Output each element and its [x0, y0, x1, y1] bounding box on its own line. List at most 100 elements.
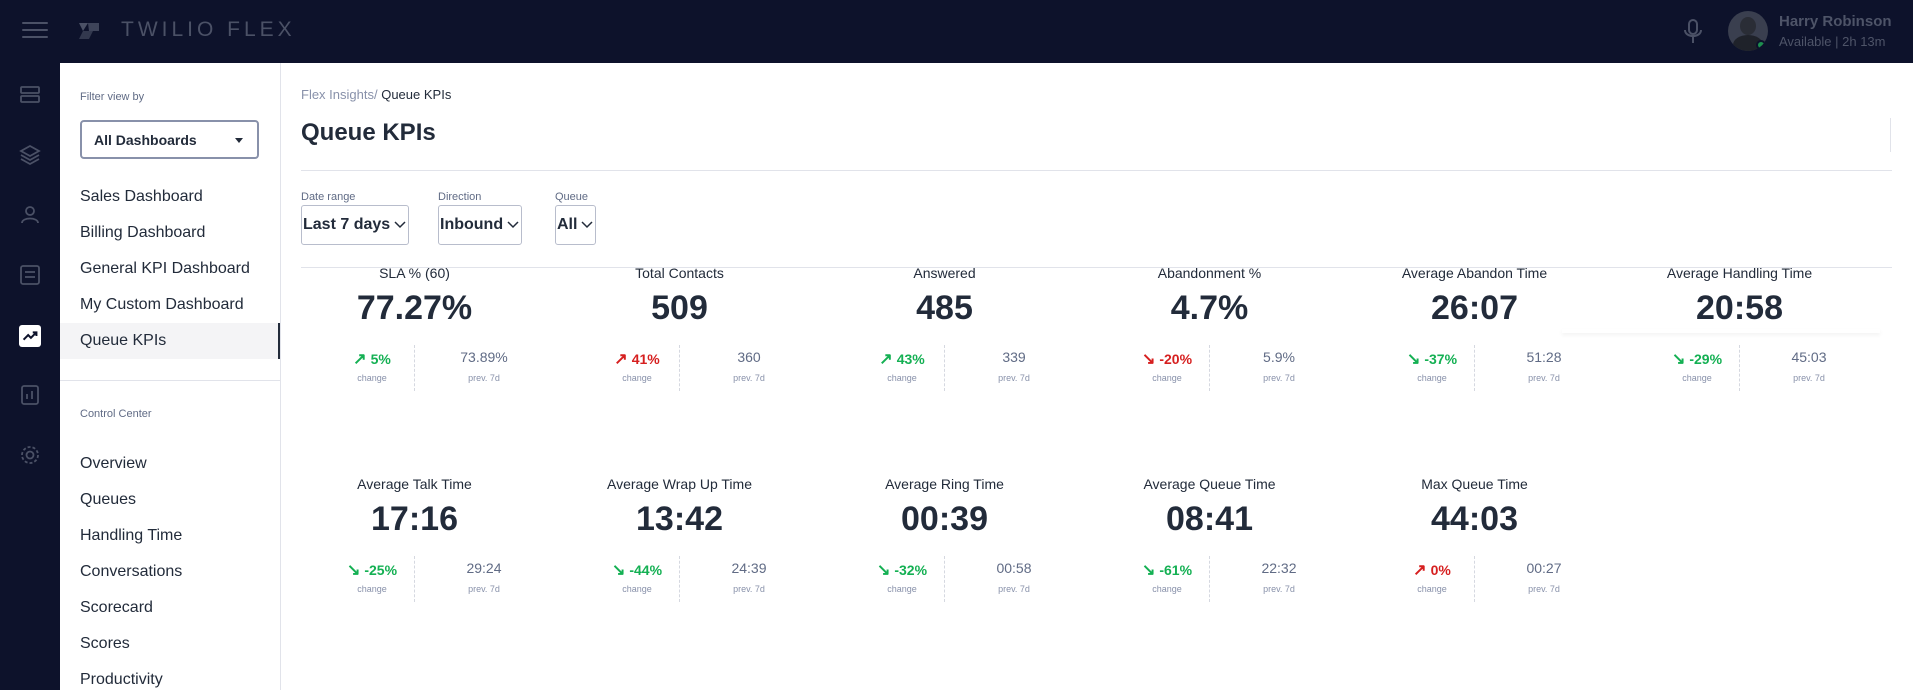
sidebar-item-queues[interactable]: Queues [80, 491, 137, 508]
kpi-change: ↘ -44% [592, 560, 682, 580]
brand-name: TWILIO FLEX [121, 18, 296, 41]
dashboard-select-value: All Dashboards [94, 132, 197, 148]
main-content: Flex Insights/ Queue KPIs Queue KPIs Dat… [282, 63, 1913, 690]
sidebar-item-sales-dashboard[interactable]: Sales Dashboard [80, 188, 203, 205]
kpi-change: ↘ -25% [327, 560, 417, 580]
kpi-change: ↘ -37% [1387, 349, 1477, 369]
arrow-up-right-icon: ↗ [879, 351, 893, 368]
layers-icon[interactable] [18, 143, 42, 167]
sidebar-item-billing-dashboard[interactable]: Billing Dashboard [80, 224, 206, 241]
section-label-control-center: Control Center [80, 408, 152, 420]
kpi-change: ↗ 41% [592, 349, 682, 369]
kpi-value: 26:07 [1431, 289, 1518, 327]
kpi-change-value: 0% [1430, 562, 1451, 578]
kpi-prev-value: 29:24 [466, 560, 502, 576]
direction-select[interactable]: Inbound [438, 205, 523, 245]
kpi-prev-value: 360 [737, 349, 761, 365]
kpi-change-caption: change [357, 584, 387, 594]
kpi-prev-caption: prev. 7d [1793, 373, 1825, 383]
kpi-separator [1209, 556, 1210, 602]
settings-icon[interactable] [18, 443, 42, 467]
kpi-title: Total Contacts [635, 265, 724, 281]
kpi-value: 13:42 [636, 500, 723, 538]
sidebar-item-conversations[interactable]: Conversations [80, 563, 183, 580]
kpi-tile: Average Abandon Time 26:07 ↘ -37% change 51:2… [1342, 265, 1607, 405]
kpi-title: Average Abandon Time [1401, 265, 1548, 281]
arrow-down-right-icon: ↘ [876, 562, 891, 579]
sidebar-item-overview[interactable]: Overview [80, 455, 147, 472]
chevron-down-icon [581, 221, 593, 229]
kpi-change-caption: change [1152, 584, 1182, 594]
kpi-separator [1474, 556, 1475, 602]
kpi-title: Max Queue Time [1421, 476, 1528, 492]
kpi-title: Average Ring Time [885, 476, 1004, 492]
kpi-tile: Average Queue Time 08:41 ↘ -61% change 22:32 p… [1077, 476, 1342, 616]
kpi-change: ↘ -29% [1652, 349, 1742, 369]
queue-select[interactable]: All [555, 205, 597, 245]
kpi-change-caption: change [1152, 373, 1182, 383]
hamburger-menu-icon[interactable] [22, 19, 48, 41]
arrow-up-right-icon: ↗ [614, 351, 628, 368]
avatar[interactable] [1728, 11, 1768, 51]
kpi-prev-caption: prev. 7d [1528, 584, 1560, 594]
kpi-prev-value: 24:39 [731, 560, 767, 576]
user-status: Available | 2h 13m [1779, 34, 1886, 49]
kpi-prev-caption: prev. 7d [468, 373, 500, 383]
breadcrumb-flex-insights[interactable]: Flex Insights/ [301, 87, 378, 102]
kpi-title: Average Talk Time [357, 476, 472, 492]
kpi-value: 08:41 [1166, 500, 1253, 538]
kpi-separator [944, 556, 945, 602]
kpi-change: ↗ 0% [1387, 560, 1477, 580]
kpi-change: ↘ -20% [1122, 349, 1212, 369]
kpi-value: 485 [916, 289, 973, 327]
insights-icon[interactable] [19, 325, 41, 347]
sidebar-item-scores[interactable]: Scores [80, 635, 130, 652]
kpi-value: 509 [651, 289, 708, 327]
kpi-tile: Average Wrap Up Time 13:42 ↘ -44% change 24:3… [547, 476, 812, 616]
kpi-value: 4.7% [1170, 289, 1249, 327]
kpi-prev-value: 51:28 [1526, 349, 1562, 365]
page-title: Queue KPIs [301, 119, 436, 146]
kpi-prev-value: 73.89% [460, 349, 508, 365]
kpi-title: SLA % (60) [379, 265, 450, 281]
kpi-change-caption: change [887, 584, 917, 594]
microphone-icon[interactable] [1682, 18, 1704, 46]
date-range-select[interactable]: Last 7 days [301, 205, 410, 245]
sidebar-item-general-kpi-dashboard[interactable]: General KPI Dashboard [80, 260, 250, 277]
list-icon[interactable] [18, 263, 42, 287]
dashboard-icon[interactable] [18, 83, 42, 107]
sidebar-item-my-custom-dashboard[interactable]: My Custom Dashboard [80, 296, 244, 313]
kpi-change-value: 5% [370, 351, 391, 367]
kpi-change-value: -61% [1159, 562, 1193, 578]
date-range-value: Last 7 days [303, 216, 391, 233]
arrow-down-right-icon: ↘ [346, 562, 361, 579]
kpi-separator [414, 556, 415, 602]
agents-icon[interactable] [18, 203, 42, 227]
user-name: Harry Robinson [1779, 13, 1892, 30]
sidebar-item-scorecard[interactable]: Scorecard [80, 599, 153, 616]
kpi-tile: Total Contacts 509 ↗ 41% change 360 prev. 7d [547, 265, 812, 405]
kpi-change-caption: change [1682, 373, 1712, 383]
kpi-change-value: -37% [1424, 351, 1458, 367]
filter-label: Direction [438, 191, 482, 203]
filter-label: Queue [555, 191, 589, 203]
sidebar-item-productivity[interactable]: Productivity [80, 671, 163, 688]
reports-icon[interactable] [18, 383, 42, 407]
sidebar-item-queue-kpis[interactable]: Queue KPIs [60, 323, 280, 359]
flex-logo-icon [79, 23, 99, 39]
kpi-change-value: 43% [896, 351, 925, 367]
kpi-separator [1474, 345, 1475, 391]
kpi-value: 17:16 [371, 500, 458, 538]
divider [301, 170, 1892, 171]
filter-direction: Direction Inbound [438, 191, 523, 245]
kpi-separator [679, 556, 680, 602]
sidebar-item-handling-time[interactable]: Handling Time [80, 527, 183, 544]
arrow-down-right-icon: ↘ [1141, 562, 1156, 579]
caret-down-icon [235, 138, 243, 143]
kpi-value: 20:58 [1696, 289, 1783, 327]
filter-queue: Queue All [555, 191, 597, 245]
dashboard-select[interactable]: All Dashboards [80, 120, 259, 159]
kpi-tile: Average Talk Time 17:16 ↘ -25% change 29:24 pr… [282, 476, 547, 616]
icon-rail [0, 63, 60, 690]
kpi-value: 77.27% [356, 289, 473, 327]
